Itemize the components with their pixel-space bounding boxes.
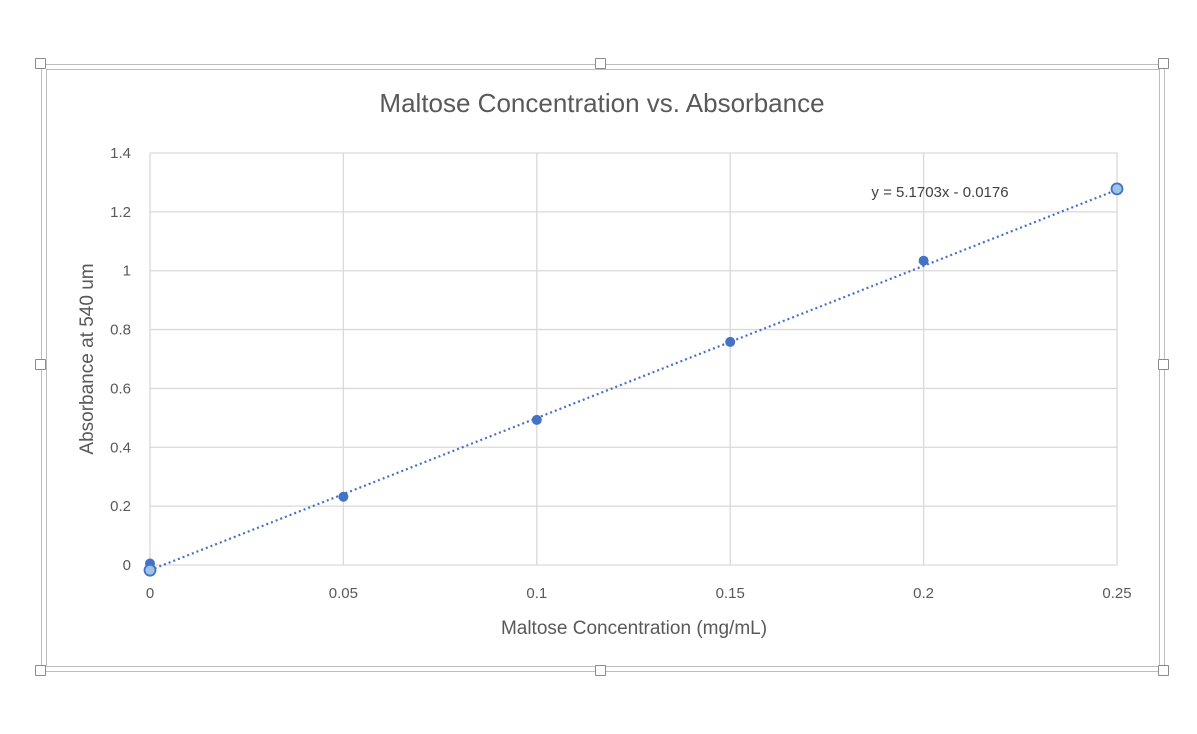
gridlines	[149, 152, 1118, 566]
x-tick-label: 0.05	[329, 585, 358, 602]
resize-handle-top-right[interactable]	[1158, 58, 1169, 69]
resize-handle-top-left[interactable]	[35, 58, 46, 69]
resize-handle-bottom-center[interactable]	[595, 665, 606, 676]
y-tick-label: 0.6	[110, 380, 131, 397]
chart-title[interactable]: Maltose Concentration vs. Absorbance	[379, 88, 824, 118]
y-tick-label: 1.4	[110, 145, 131, 162]
y-axis-tick-labels: 0 0.2 0.4 0.6 0.8 1 1.2 1.4	[110, 145, 131, 574]
x-tick-label: 0.1	[526, 585, 547, 602]
y-axis-title[interactable]: Absorbance at 540 um	[77, 263, 98, 454]
selection-marker[interactable]	[1110, 182, 1124, 196]
data-point[interactable]	[725, 336, 736, 347]
y-tick-label: 0.4	[110, 439, 131, 456]
y-tick-label: 1.2	[110, 204, 131, 221]
resize-handle-bottom-right[interactable]	[1158, 665, 1169, 676]
y-tick-label: 0	[123, 557, 131, 574]
resize-handle-top-center[interactable]	[595, 58, 606, 69]
x-tick-label: 0.25	[1102, 585, 1131, 602]
x-axis-title[interactable]: Maltose Concentration (mg/mL)	[501, 618, 767, 639]
trendline[interactable]	[149, 188, 1118, 572]
data-point[interactable]	[918, 255, 929, 266]
y-tick-label: 0.8	[110, 322, 131, 339]
data-point[interactable]	[531, 414, 542, 425]
x-tick-label: 0.15	[716, 585, 745, 602]
resize-handle-middle-right[interactable]	[1158, 359, 1169, 370]
x-tick-label: 0.2	[913, 585, 934, 602]
data-point[interactable]	[338, 491, 349, 502]
x-tick-label: 0	[146, 585, 154, 602]
selection-marker[interactable]	[143, 563, 157, 577]
trendline-equation[interactable]: y = 5.1703x - 0.0176	[871, 184, 1008, 201]
resize-handle-middle-left[interactable]	[35, 359, 46, 370]
y-tick-label: 0.2	[110, 498, 131, 515]
trendline-layer	[149, 188, 1118, 572]
y-tick-label: 1	[123, 263, 131, 280]
x-axis-tick-labels: 0 0.05 0.1 0.15 0.2 0.25	[146, 585, 1132, 602]
resize-handle-bottom-left[interactable]	[35, 665, 46, 676]
data-points	[143, 182, 1124, 577]
